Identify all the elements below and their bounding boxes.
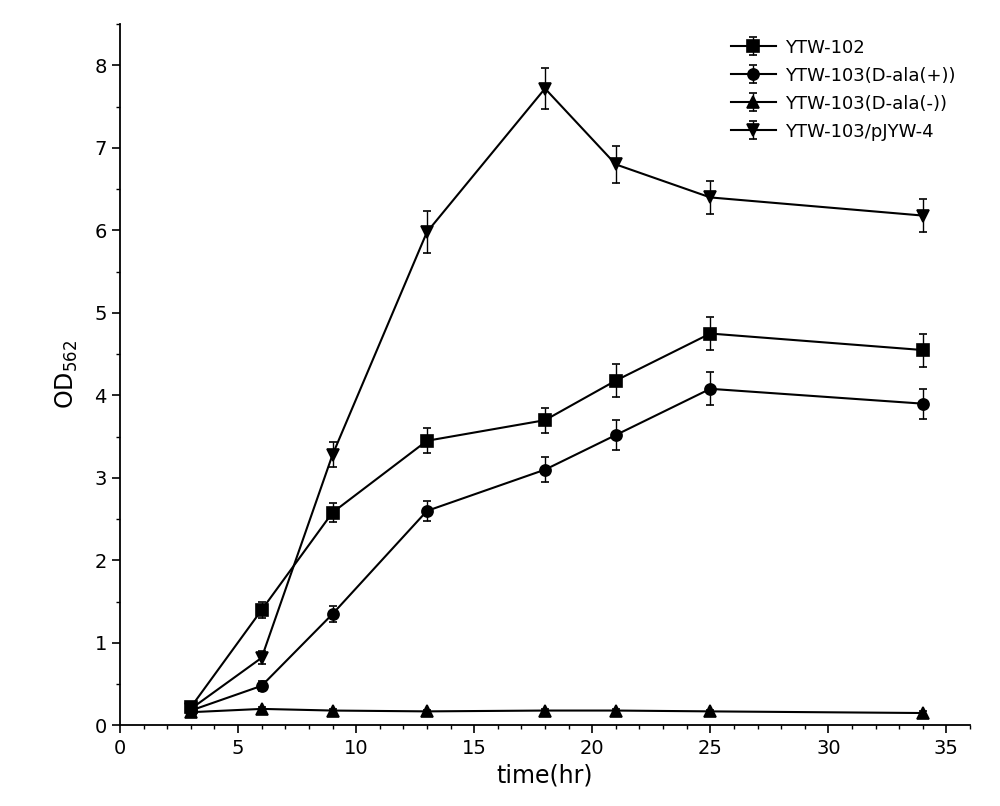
Y-axis label: OD$_{562}$: OD$_{562}$ <box>54 340 80 409</box>
Legend: YTW-102, YTW-103(D-ala(+)), YTW-103(D-ala(-)), YTW-103/pJYW-4: YTW-102, YTW-103(D-ala(+)), YTW-103(D-al… <box>725 33 961 147</box>
X-axis label: time(hr): time(hr) <box>497 763 593 787</box>
